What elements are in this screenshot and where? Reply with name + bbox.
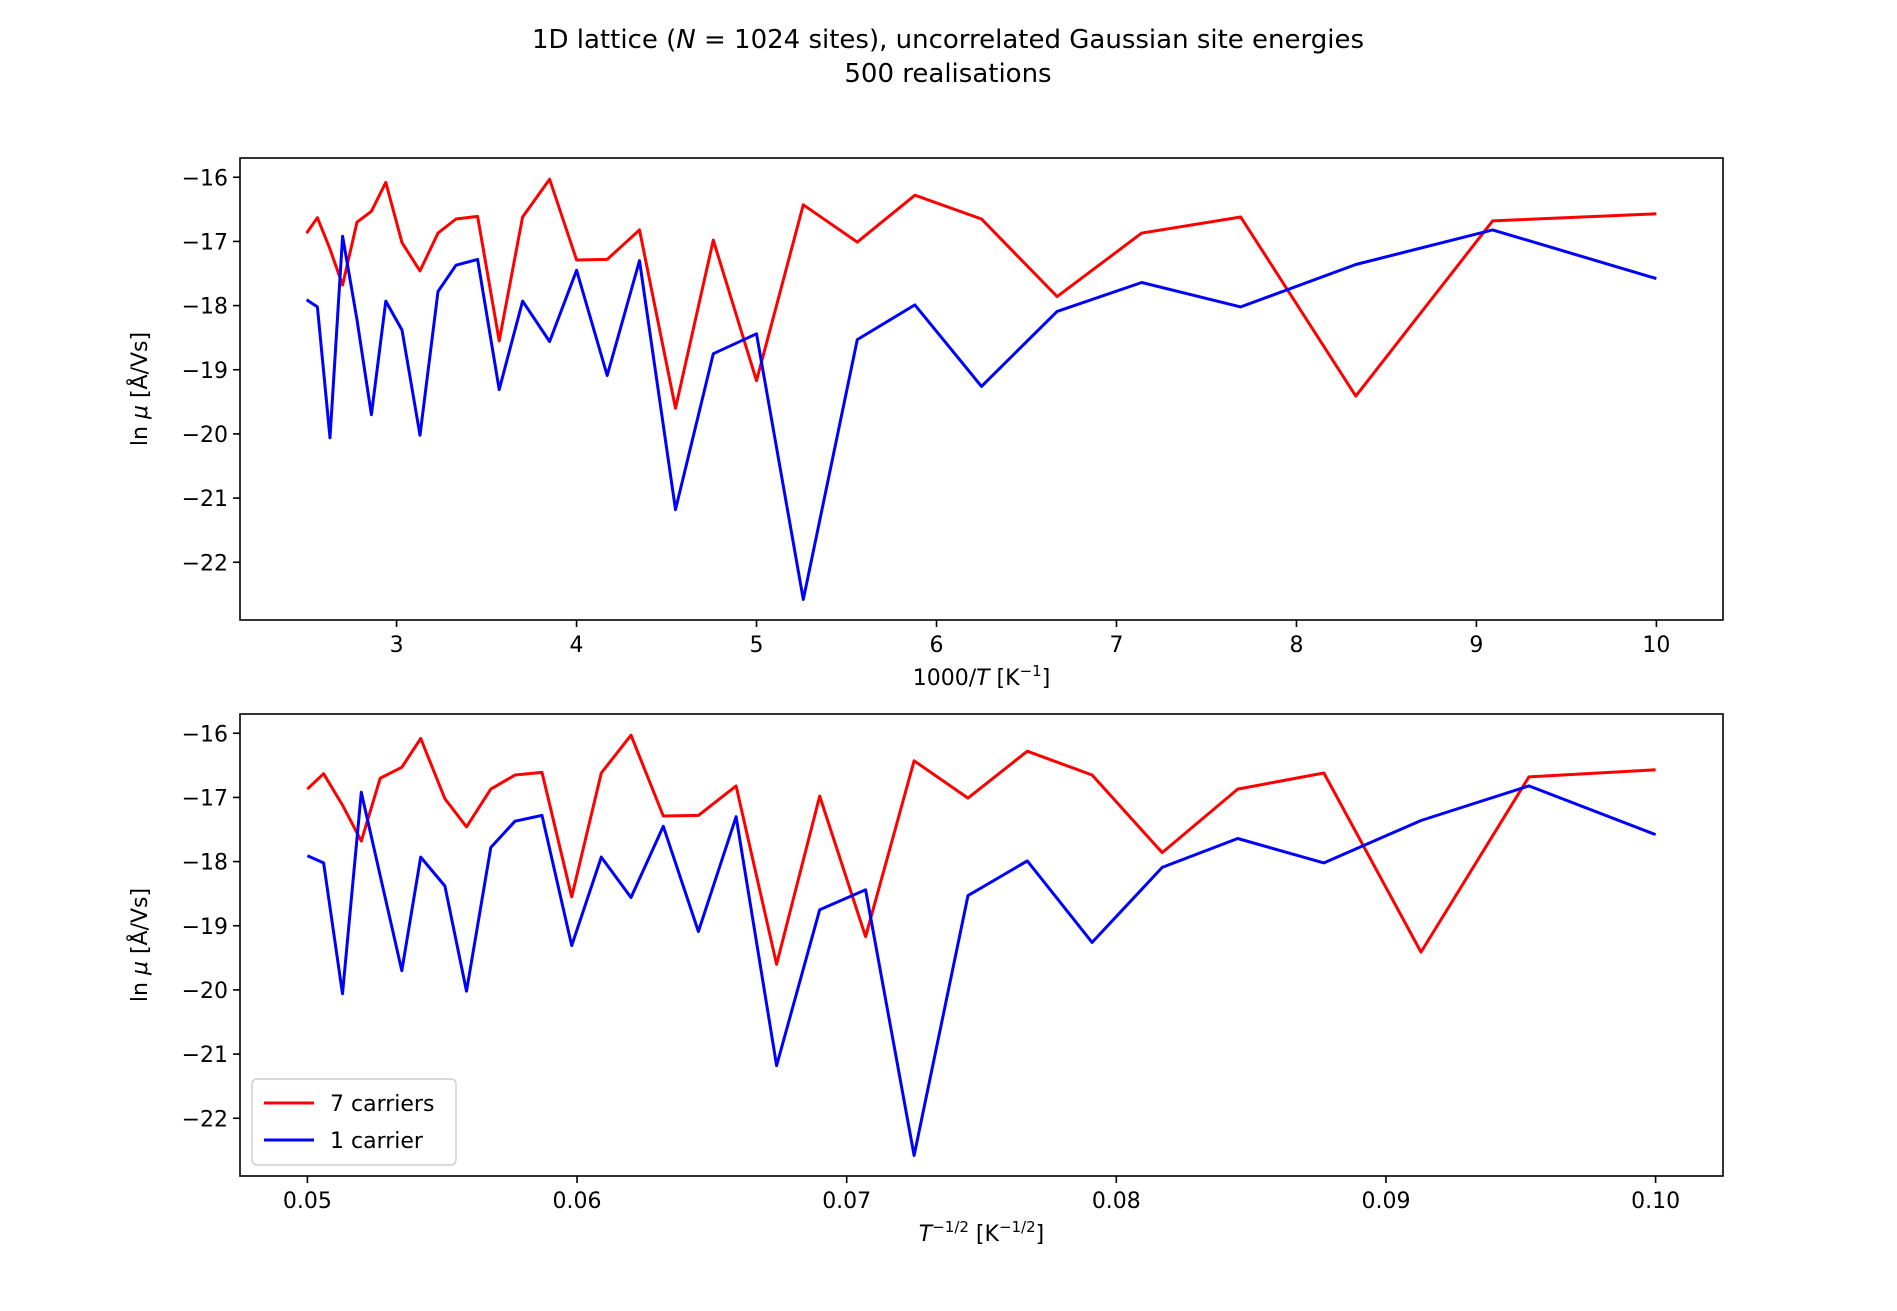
x-tick-label: 3 [390, 633, 404, 658]
x-tick-label: 0.10 [1631, 1189, 1680, 1214]
y-tick-label: −19 [182, 915, 228, 940]
y-tick-label: −20 [182, 979, 228, 1004]
x-tick-label: 0.05 [283, 1189, 332, 1214]
x-tick-label: 0.09 [1361, 1189, 1410, 1214]
axes-frame [239, 713, 1724, 1177]
y-tick-label: −22 [182, 1107, 228, 1132]
y-tick-label: −17 [182, 786, 228, 811]
y-tick-label: −21 [182, 1043, 228, 1068]
y-tick-label: −16 [182, 166, 228, 191]
y-axis-label: ln μ [Å/Vs] [126, 332, 153, 446]
x-tick-label: 4 [570, 633, 584, 658]
figure-title-line2: 500 realisations [844, 59, 1051, 89]
y-tick-label: −22 [182, 551, 228, 576]
y-tick-label: −19 [182, 359, 228, 384]
legend-label-one-carrier: 1 carrier [330, 1129, 424, 1154]
x-tick-label: 6 [930, 633, 944, 658]
series-line-seven-carriers [306, 733, 1656, 966]
y-tick-label: −16 [182, 722, 228, 747]
x-tick-label: 9 [1469, 633, 1483, 658]
x-tick-label: 5 [750, 633, 764, 658]
legend-frame [251, 1078, 457, 1166]
y-tick-label: −21 [182, 487, 228, 512]
legend: 7 carriers 1 carrier [251, 1078, 457, 1166]
y-axis-label: ln μ [Å/Vs] [126, 888, 153, 1002]
axes-frame [239, 157, 1724, 621]
x-tick-label: 8 [1289, 633, 1303, 658]
legend-label-seven-carriers: 7 carriers [330, 1092, 434, 1117]
y-tick-label: −18 [182, 295, 228, 320]
series-line-one-carrier [305, 228, 1657, 601]
subplot-2: 0.05 0.06 0.07 0.08 0.09 0.10 −16 −17 −18 −19 −20 −… [126, 713, 1724, 1247]
x-axis-label: 1000/T [K−1] [913, 662, 1051, 691]
y-tick-label: −17 [182, 230, 228, 255]
series-line-seven-carriers [305, 177, 1657, 410]
y-tick-label: −18 [182, 851, 228, 876]
x-tick-label: 7 [1109, 633, 1123, 658]
figure-title-line1: 1D lattice (N = 1024 sites), uncorrelate… [532, 25, 1364, 55]
x-tick-label: 0.07 [822, 1189, 871, 1214]
plot-layer: 3 4 5 6 7 8 9 10 −16 −17 −18 −19 −20 −21 −22 ln μ [Å/Vs… [126, 157, 1724, 1247]
y-tick-label: −20 [182, 423, 228, 448]
subplot-1: 3 4 5 6 7 8 9 10 −16 −17 −18 −19 −20 −21 −22 ln μ [Å/Vs… [126, 157, 1724, 691]
series-line-one-carrier [306, 784, 1657, 1157]
x-tick-label: 0.08 [1092, 1189, 1141, 1214]
x-tick-label: 0.06 [553, 1189, 602, 1214]
x-tick-label: 10 [1642, 633, 1670, 658]
x-axis-label: T−1/2 [K−1/2] [919, 1218, 1045, 1247]
